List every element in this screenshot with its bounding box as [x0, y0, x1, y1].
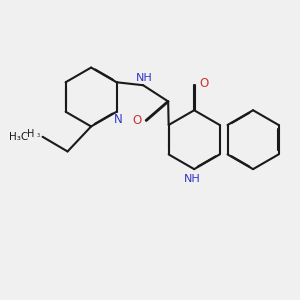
Text: H₃C: H₃C: [9, 132, 28, 142]
Text: H: H: [27, 129, 34, 139]
Text: O: O: [133, 114, 142, 127]
Text: NH: NH: [184, 174, 201, 184]
Text: O: O: [200, 77, 209, 90]
Text: N: N: [114, 113, 122, 126]
Text: NH: NH: [136, 73, 153, 83]
Text: $_3$: $_3$: [36, 131, 40, 140]
